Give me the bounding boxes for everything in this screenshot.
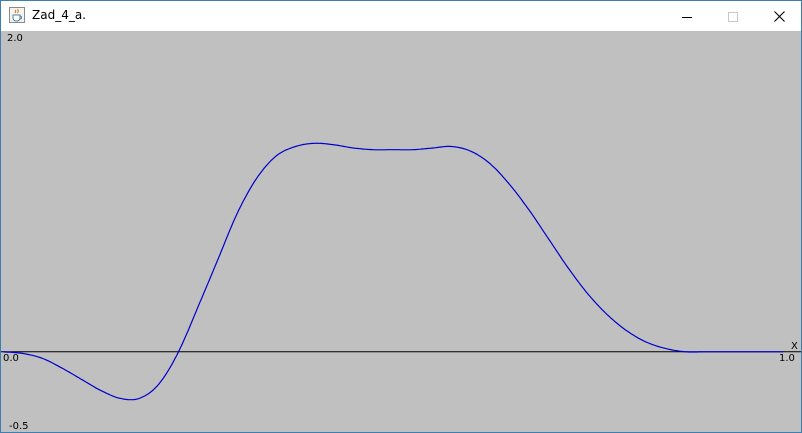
maximize-button[interactable] bbox=[710, 1, 756, 31]
minimize-icon bbox=[682, 7, 692, 26]
x-axis-label: X bbox=[791, 341, 798, 352]
function-curve bbox=[2, 142, 783, 401]
x-max-label: 1.0 bbox=[779, 353, 795, 364]
window-title: Zad_4_a. bbox=[32, 8, 86, 22]
close-button[interactable] bbox=[756, 1, 802, 31]
x-min-label: 0.0 bbox=[3, 353, 19, 364]
close-icon bbox=[773, 7, 785, 26]
plot-canvas: 2.0 -0.5 0.0 1.0 X bbox=[1, 31, 801, 432]
minimize-button[interactable] bbox=[664, 1, 710, 31]
y-max-label: 2.0 bbox=[7, 33, 23, 44]
y-min-label: -0.5 bbox=[9, 421, 29, 432]
maximize-icon bbox=[728, 7, 738, 26]
title-bar[interactable]: Zad_4_a. bbox=[1, 1, 801, 31]
function-plot bbox=[1, 142, 801, 401]
java-cup-icon bbox=[9, 7, 25, 23]
